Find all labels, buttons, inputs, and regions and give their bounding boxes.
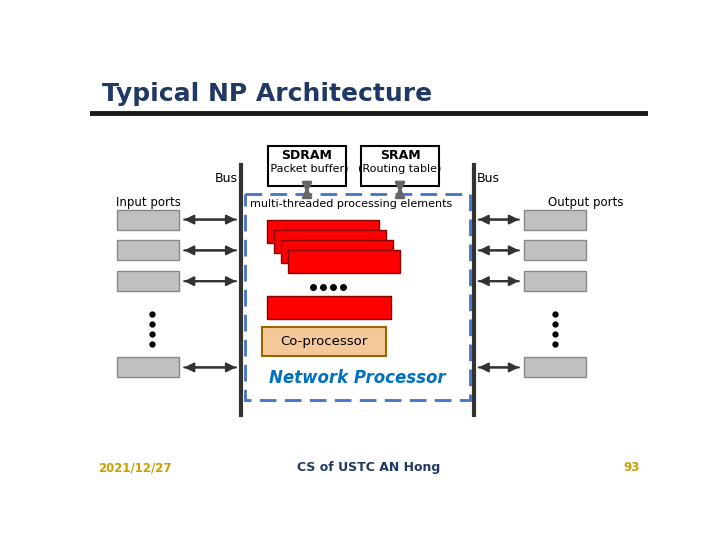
Text: Output ports: Output ports — [548, 195, 624, 208]
Text: SRAM: SRAM — [379, 149, 420, 162]
FancyBboxPatch shape — [524, 357, 586, 377]
FancyBboxPatch shape — [266, 296, 391, 319]
FancyBboxPatch shape — [281, 240, 393, 264]
Text: Input ports: Input ports — [116, 195, 181, 208]
Text: multi-threaded processing elements: multi-threaded processing elements — [250, 199, 452, 209]
FancyBboxPatch shape — [524, 271, 586, 291]
FancyBboxPatch shape — [269, 146, 346, 186]
Text: Co-processor: Co-processor — [280, 335, 368, 348]
Text: (Packet buffer): (Packet buffer) — [266, 164, 348, 174]
FancyBboxPatch shape — [361, 146, 438, 186]
Text: Typical NP Architecture: Typical NP Architecture — [102, 82, 432, 106]
Text: CS of USTC AN Hong: CS of USTC AN Hong — [297, 462, 441, 475]
FancyBboxPatch shape — [524, 210, 586, 230]
FancyBboxPatch shape — [524, 240, 586, 260]
Text: 2021/12/27: 2021/12/27 — [98, 462, 171, 475]
FancyBboxPatch shape — [266, 220, 379, 244]
FancyBboxPatch shape — [117, 240, 179, 260]
FancyBboxPatch shape — [117, 271, 179, 291]
FancyBboxPatch shape — [287, 251, 400, 273]
Text: Bus: Bus — [215, 172, 238, 185]
Text: 93: 93 — [624, 462, 640, 475]
Text: Bus: Bus — [477, 172, 500, 185]
Text: (Routing table): (Routing table) — [359, 164, 441, 174]
FancyBboxPatch shape — [117, 357, 179, 377]
FancyBboxPatch shape — [262, 327, 386, 356]
FancyBboxPatch shape — [117, 210, 179, 230]
Text: Network Processor: Network Processor — [269, 369, 446, 387]
Text: SDRAM: SDRAM — [282, 149, 333, 162]
FancyBboxPatch shape — [274, 231, 386, 253]
